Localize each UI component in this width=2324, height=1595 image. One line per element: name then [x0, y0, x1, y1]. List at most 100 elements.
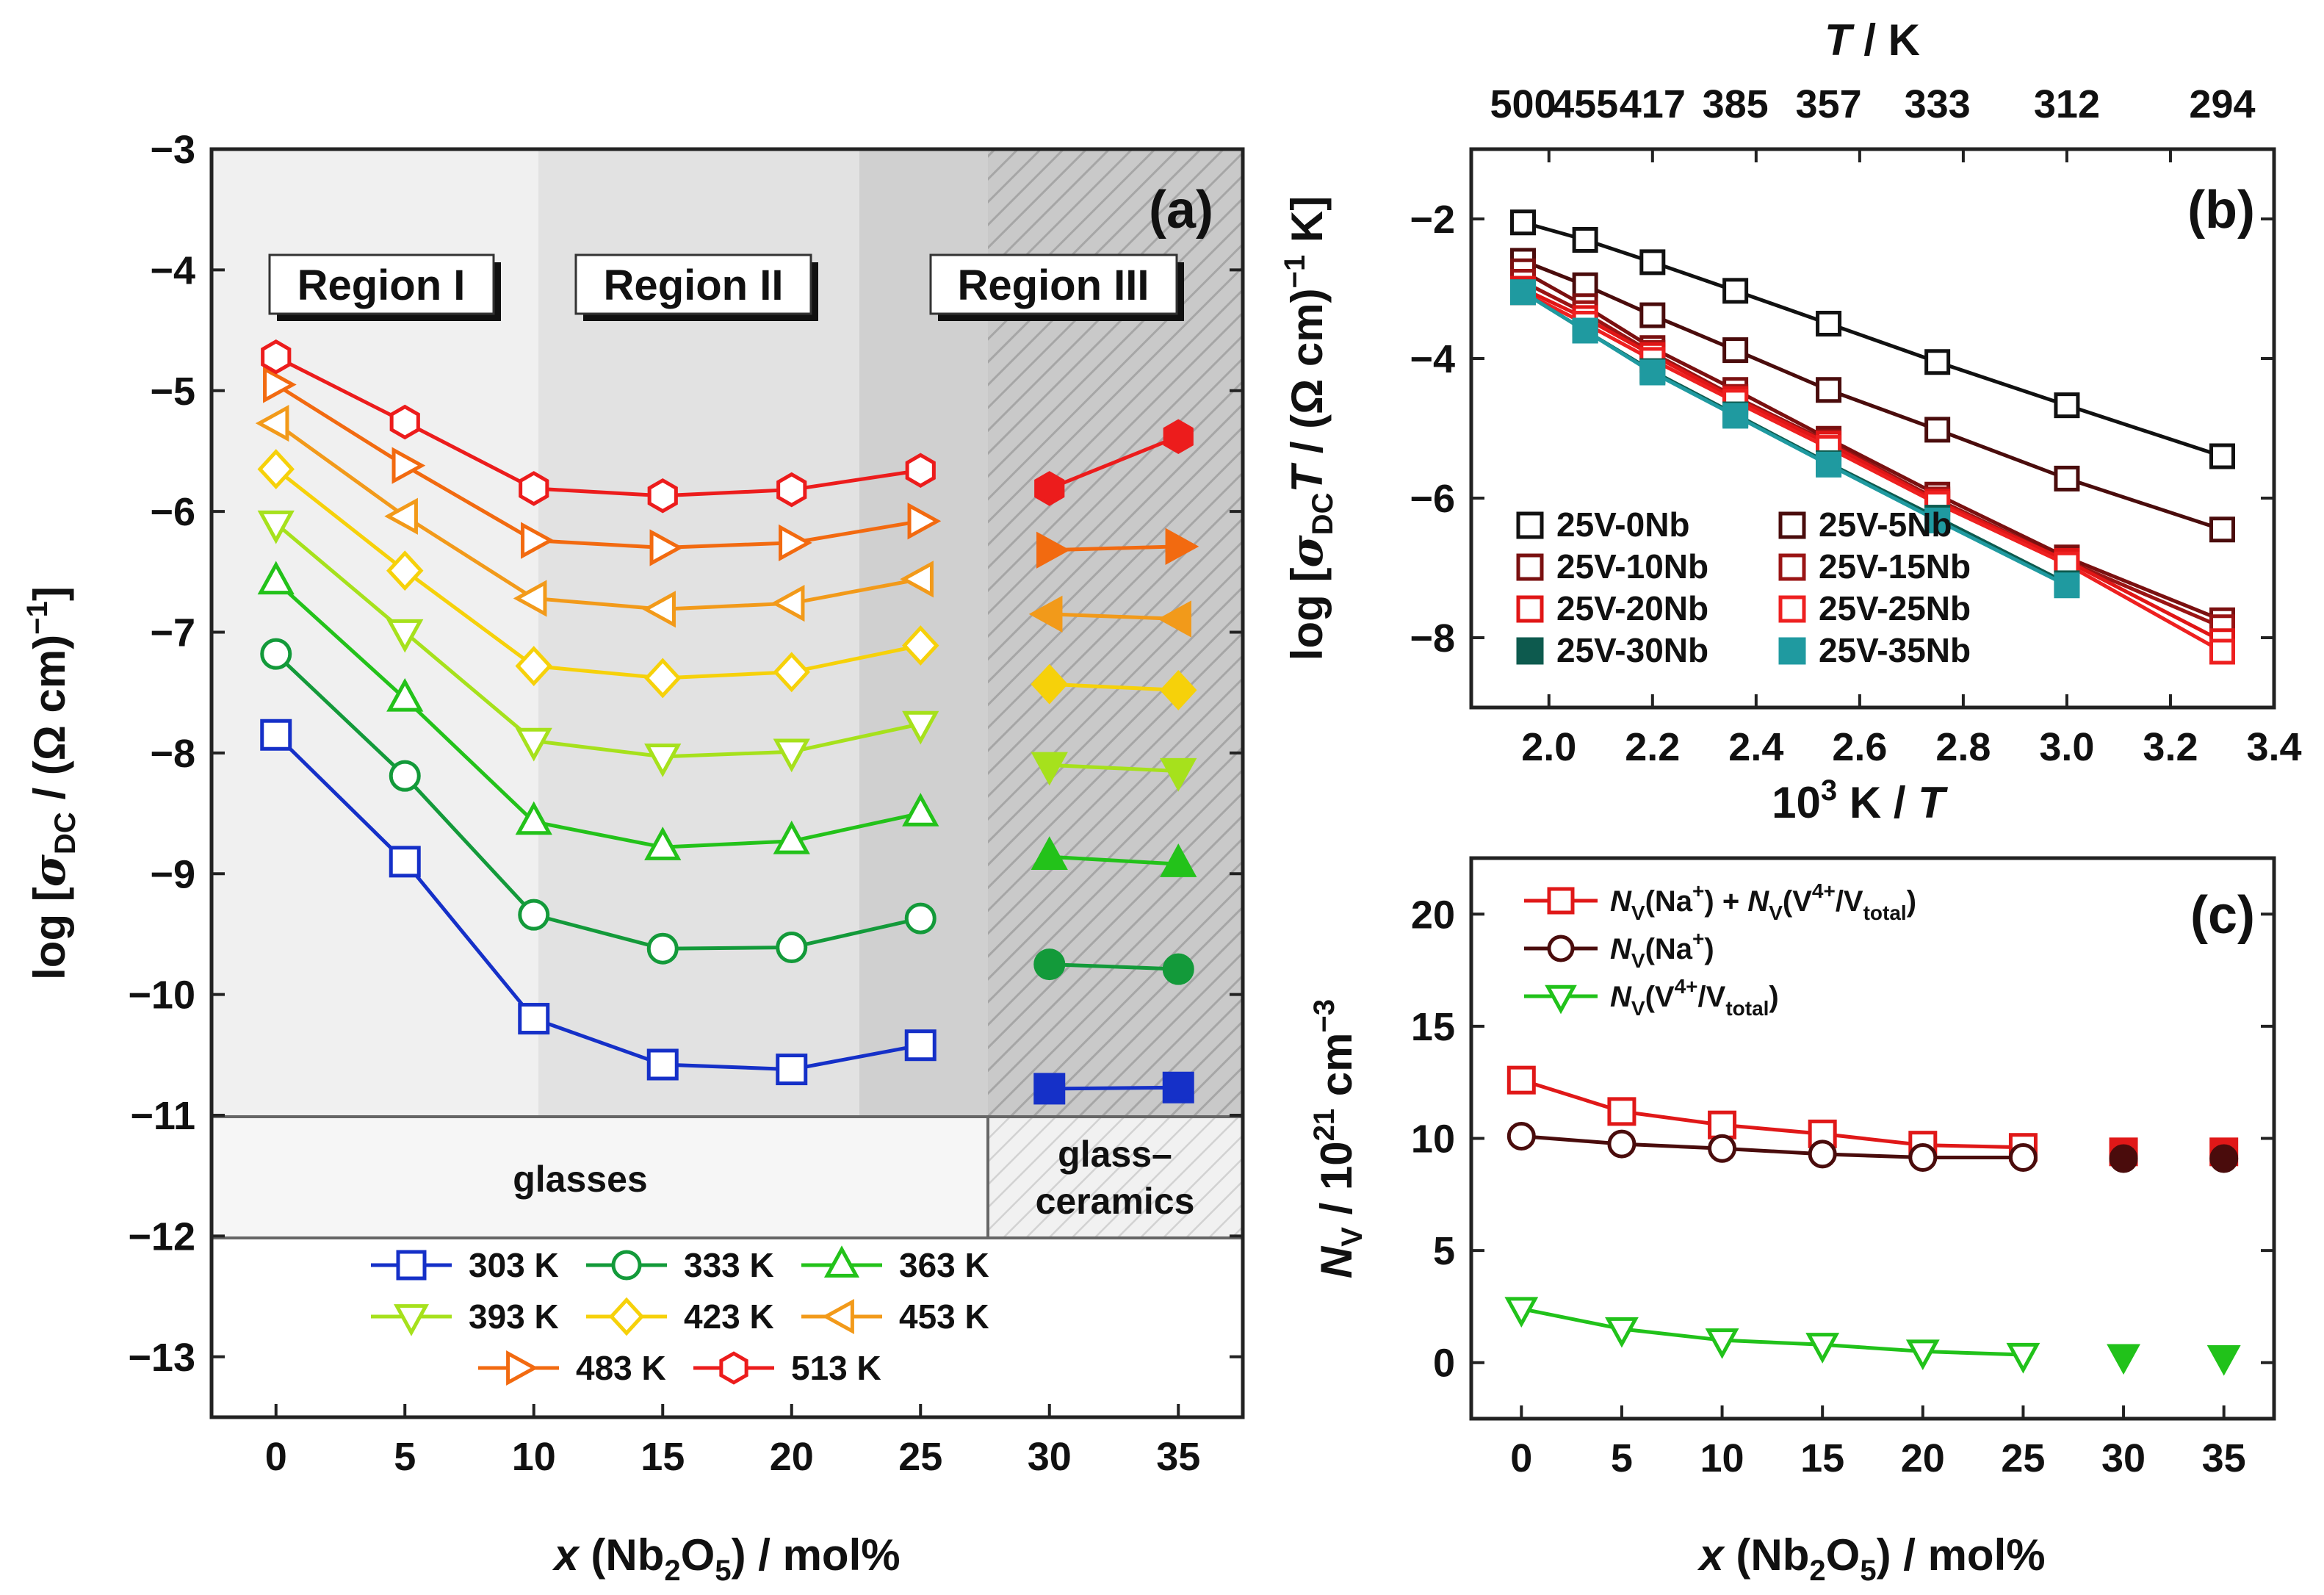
- data-point: [1722, 337, 1749, 364]
- glass-line: [275, 580, 921, 849]
- x-tick-label: 25: [2001, 1436, 2045, 1480]
- series-363K: [257, 561, 1197, 877]
- data-point-filled: [1160, 669, 1197, 710]
- legend-marker: [823, 1245, 860, 1278]
- panel-a-ylabel-part: log [: [25, 887, 74, 980]
- data-point-filled: [1036, 531, 1070, 569]
- glass-ceramic-line: [1049, 962, 1179, 971]
- panel-c-xlabel-part: (Nb: [1724, 1530, 1810, 1580]
- legend-label: 25V-20Nb: [1556, 589, 1708, 627]
- legend-label: 25V-0Nb: [1556, 505, 1690, 544]
- y-tick-label: −8: [150, 732, 195, 776]
- data-point: [519, 471, 549, 506]
- top-tick-label: 333: [1905, 82, 1971, 126]
- data-point: [900, 561, 934, 598]
- panel-b-series: [1510, 209, 2235, 665]
- y-tick-label: −9: [150, 852, 195, 896]
- legend-entry: 333 K: [586, 1246, 774, 1284]
- glass-line: [1520, 1307, 2024, 1357]
- data-point: [2006, 1342, 2040, 1374]
- legend-label: 25V-30Nb: [1556, 631, 1708, 669]
- panel-b-legend: 25V-0Nb 25V-5Nb 25V-10Nb 25V-15Nb 25V-20Nb 25…: [1516, 505, 1971, 669]
- panel-c: NV(Na+) + NV(V4+/Vtotal)NV(Na+)NV(V4+/Vt…: [1308, 856, 2276, 1587]
- data-point: [1805, 1333, 1840, 1364]
- data-point: [642, 591, 676, 628]
- data-point: [904, 902, 937, 935]
- series-triangle-down: [1504, 1297, 2241, 1376]
- panel-b: 25V-0Nb 25V-5Nb 25V-10Nb 25V-15Nb 25V-20Nb 25…: [1279, 15, 2302, 827]
- panel-a-xlabel-part: (Nb: [579, 1530, 665, 1580]
- data-point: [2054, 572, 2080, 599]
- x-tick-label: 3.4: [2246, 725, 2301, 769]
- data-point-filled: [1028, 595, 1063, 633]
- legend-marker: [1516, 595, 1544, 623]
- panel-a: Region I Region II Region III glasses gl…: [21, 128, 1245, 1587]
- panel-a-ylabel-close: ]: [25, 586, 74, 601]
- region-label-1: Region I: [268, 253, 501, 321]
- panel-c-ylabel-var: N: [1312, 1245, 1361, 1278]
- legend-entry: NV(Na+) + NV(V4+/Vtotal): [1524, 879, 1916, 924]
- panel-a-label: (a): [1149, 181, 1213, 240]
- glass-line: [1520, 1078, 2024, 1150]
- panel-b-ylabel-unit: / (Ω cm): [1282, 288, 1332, 465]
- panel-b-ylabel: log [σDCT / (Ω cm)−1 K]: [1279, 196, 1339, 660]
- y-tick-label: −10: [128, 973, 195, 1018]
- legend-marker: [611, 1250, 642, 1281]
- data-point: [904, 1029, 937, 1062]
- x-tick-label: 5: [1611, 1436, 1633, 1480]
- data-point-filled: [1160, 843, 1197, 877]
- y-tick-label: 10: [1411, 1117, 1455, 1162]
- panel-c-axes: 0 5 10 15 20 25 30 35 0 5 10 15 20: [1411, 893, 2274, 1480]
- glass-ceramics-zone-background: [988, 1117, 1243, 1238]
- data-point: [776, 932, 808, 964]
- legend-entry: NV(V4+/Vtotal): [1524, 975, 1779, 1020]
- legend-entry: NV(Na+): [1524, 927, 1714, 972]
- legend-label: 363 K: [899, 1246, 989, 1284]
- data-point: [1816, 311, 1842, 336]
- legend-marker: [1516, 511, 1544, 539]
- data-point: [1607, 1129, 1636, 1159]
- legend-label: 25V-35Nb: [1819, 631, 1971, 669]
- legend-entry: 513 K: [693, 1349, 881, 1387]
- data-point: [902, 625, 939, 666]
- panel-b-frame: [1469, 147, 2276, 710]
- series-333K: [260, 638, 1194, 985]
- panel-c-xlabel-part2: O: [1826, 1530, 1861, 1580]
- top-tick-label: 357: [1796, 82, 1862, 126]
- panel-a-xlabel-part2: O: [681, 1530, 715, 1580]
- x-tick-label: 2.6: [1832, 725, 1887, 769]
- data-point: [646, 932, 679, 965]
- data-point-filled: [1031, 663, 1068, 705]
- series-513K: [261, 339, 1194, 514]
- glasses-zone-background: [212, 1117, 988, 1238]
- data-point-filled: [1034, 471, 1065, 506]
- panel-a-xlabel-sub2: 5: [715, 1555, 731, 1587]
- panel-c-ylabel-sub: V: [1336, 1227, 1368, 1247]
- y-tick-label: −4: [1410, 337, 1455, 381]
- glass-ceramics-label-line2: ceramics: [1036, 1181, 1195, 1222]
- legend-entry: 25V-0Nb: [1516, 505, 1690, 544]
- series-483K: [263, 366, 1199, 569]
- data-point: [905, 453, 936, 489]
- y-tick-label: 15: [1411, 1005, 1455, 1049]
- data-point: [773, 738, 810, 773]
- panel-c-xlabel-unit: ) / mol%: [1877, 1530, 2046, 1580]
- x-tick-label: 30: [2101, 1436, 2146, 1480]
- glass-line: [275, 383, 921, 550]
- region-label-2: Region II: [574, 253, 818, 321]
- legend-marker: [1545, 984, 1577, 1015]
- data-point: [2209, 516, 2235, 543]
- panel-b-ylabel-sup: −1: [1279, 255, 1311, 289]
- data-point: [1705, 1328, 1739, 1359]
- glass-ceramic-line: [1049, 1085, 1179, 1091]
- y-tick-label: −2: [1410, 198, 1455, 242]
- glass-line: [275, 355, 921, 498]
- data-point: [260, 719, 292, 751]
- data-point: [518, 899, 550, 931]
- data-point: [644, 744, 682, 777]
- data-point-filled: [2107, 1344, 2140, 1375]
- data-point: [1506, 1065, 1536, 1095]
- x-tick-label: 2.8: [1935, 725, 1991, 769]
- panel-a-frame: [209, 147, 1245, 1419]
